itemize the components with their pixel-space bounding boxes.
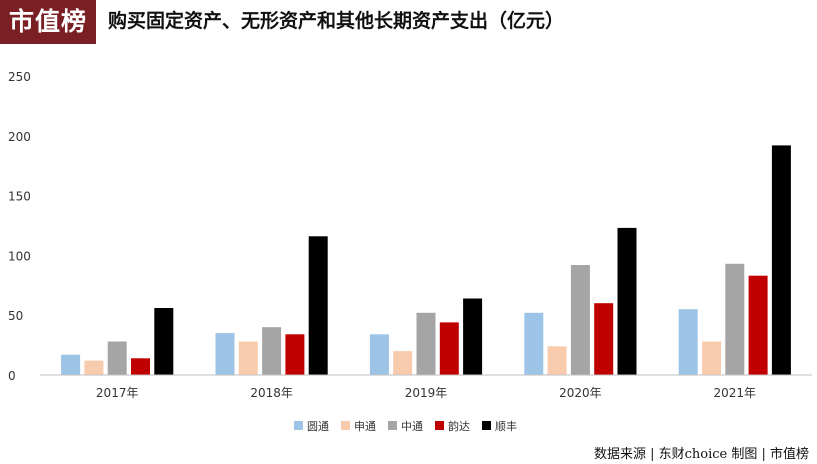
legend-swatch: [388, 421, 397, 430]
y-tick-label: 0: [8, 369, 16, 383]
bar: [262, 327, 282, 375]
bar: [393, 351, 413, 375]
y-tick-label: 100: [8, 249, 31, 263]
legend-swatch: [341, 421, 350, 430]
bar: [617, 227, 637, 375]
bar: [238, 341, 258, 375]
x-tick-label: 2017年: [96, 386, 139, 400]
chart-title: 购买固定资产、无形资产和其他长期资产支出（亿元）: [108, 10, 565, 32]
bar: [215, 333, 235, 375]
legend-label: 顺丰: [495, 420, 517, 433]
y-tick-label: 250: [8, 70, 31, 84]
legend-swatch: [294, 421, 303, 430]
bar: [463, 298, 483, 375]
bar: [131, 358, 150, 375]
bar: [308, 236, 328, 375]
x-tick-label: 2019年: [405, 386, 448, 400]
bar: [285, 334, 305, 375]
x-tick-label: 2021年: [714, 386, 757, 400]
bar: [594, 303, 614, 375]
legend-swatch: [482, 421, 491, 430]
x-tick-label: 2020年: [559, 386, 602, 400]
bar: [416, 312, 436, 375]
brand-logo: 市值榜: [0, 0, 96, 44]
source-credit: 数据来源 | 东财choice 制图 | 市值榜: [593, 447, 809, 462]
bar: [678, 309, 698, 375]
bar: [748, 275, 768, 375]
bar: [107, 341, 127, 375]
legend: 圆通 申通 中通 韵达 顺丰: [294, 419, 517, 433]
legend-label: 韵达: [448, 419, 470, 433]
legend-label: 中通: [401, 420, 423, 433]
y-axis: 0 50 100 150 200 250: [8, 70, 31, 383]
bar: [725, 263, 745, 375]
legend-swatch: [435, 421, 444, 430]
bar: [771, 145, 791, 375]
bar: [702, 341, 721, 375]
bar: [154, 308, 174, 375]
bar: [61, 354, 81, 375]
x-axis: 2017年 2018年 2019年 2020年 2021年: [96, 386, 756, 400]
bar: [524, 312, 544, 375]
bar: [439, 322, 459, 375]
bar: [570, 265, 590, 375]
bar: [547, 346, 567, 375]
bars: [61, 145, 791, 375]
x-tick-label: 2018年: [250, 386, 293, 400]
y-tick-label: 150: [8, 190, 31, 204]
legend-label: 申通: [354, 420, 376, 433]
bar: [369, 334, 389, 375]
y-tick-label: 50: [8, 309, 23, 323]
legend-label: 圆通: [307, 420, 329, 433]
bar: [84, 360, 104, 375]
y-tick-label: 200: [8, 130, 31, 144]
